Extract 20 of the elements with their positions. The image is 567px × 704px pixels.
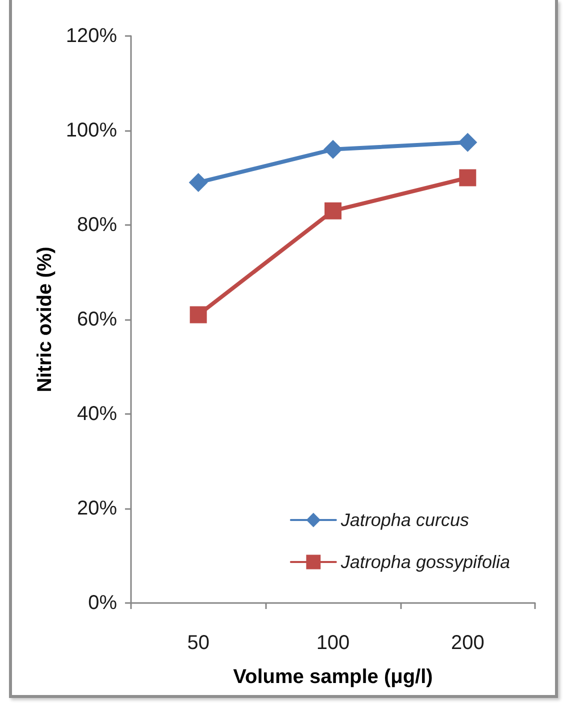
point	[459, 169, 476, 186]
y-tick-label: 60%	[76, 308, 118, 330]
point	[324, 202, 342, 220]
x-axis-title: Volume sample (μg/l)	[233, 666, 433, 688]
point	[458, 132, 478, 152]
legend-label: Jatropha gossypifolia	[340, 552, 510, 572]
point	[188, 172, 208, 192]
x-tick-label: 100	[316, 632, 350, 654]
y-tick-label: 100%	[66, 120, 118, 142]
x-tick-label: 200	[450, 632, 484, 654]
y-tick-label: 0%	[88, 592, 118, 614]
y-tick-label: 20%	[76, 498, 118, 520]
y-tick-label: 120%	[66, 25, 118, 47]
y-tick-label: 80%	[76, 214, 118, 236]
y-axis-title: Nitric oxide (%)	[34, 246, 56, 392]
legend-label: Jatropha curcus	[340, 510, 469, 530]
point	[190, 306, 207, 324]
y-tick-label: 40%	[76, 403, 118, 425]
point	[324, 140, 342, 159]
x-tick-label: 50	[187, 632, 210, 654]
